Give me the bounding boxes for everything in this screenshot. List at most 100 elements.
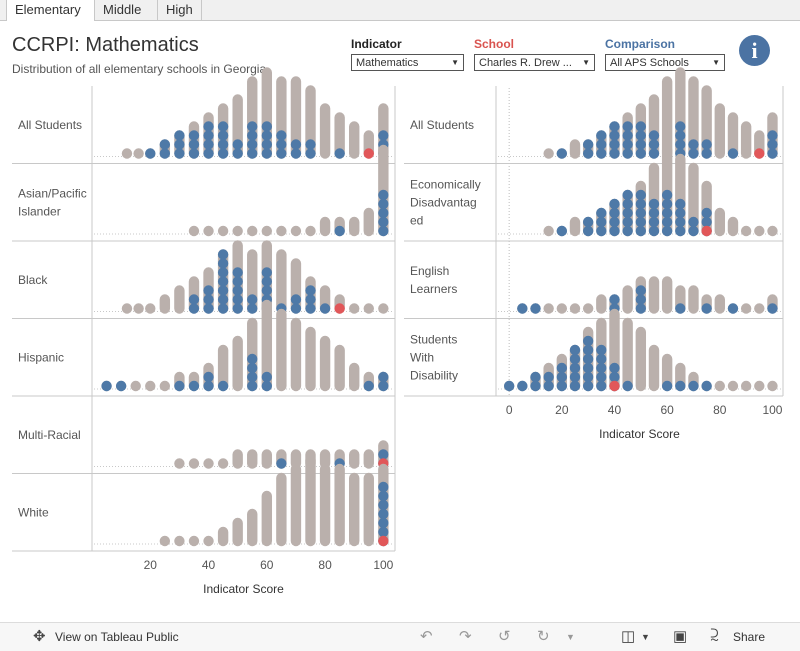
gray-school-stack (290, 449, 302, 469)
gray-school-stack (754, 303, 765, 314)
comparison-school-dot (635, 148, 647, 159)
redo-icon[interactable]: ↷ (459, 628, 472, 645)
comparison-school-dot (247, 139, 258, 150)
gray-school-stack (290, 463, 302, 547)
gray-school-stack (133, 148, 144, 159)
comparison-school-dot (727, 303, 739, 314)
comparison-school-dot (701, 216, 712, 228)
gray-school-stack (319, 449, 331, 469)
gray-school-stack (688, 76, 699, 159)
row-label: With (410, 350, 434, 364)
gray-school-stack (188, 458, 200, 469)
comparison-school-dot (378, 189, 389, 201)
comparison-dropdown[interactable]: All APS Schools ▼ (605, 54, 725, 71)
comparison-school-dot (232, 267, 243, 278)
gray-school-stack (261, 449, 273, 469)
gray-school-stack (247, 449, 258, 469)
comparison-school-dot (203, 294, 214, 305)
comparison-school-dot (247, 353, 258, 365)
page-subtitle: Distribution of all elementary schools i… (12, 62, 267, 76)
x-tick-label: 40 (202, 558, 216, 572)
selected-school-dot (378, 535, 389, 547)
share-icon[interactable]: ⫈ (710, 627, 719, 644)
comparison-school-dot (247, 362, 258, 374)
info-icon[interactable]: i (739, 35, 770, 66)
comparison-school-dot (596, 130, 607, 141)
comparison-school-dot (596, 207, 607, 219)
gray-school-stack (754, 225, 765, 237)
comparison-school-dot (276, 148, 287, 159)
comparison-school-dot (596, 362, 607, 374)
comparison-school-dot (261, 121, 273, 132)
comparison-school-dot (378, 449, 389, 460)
gray-school-stack (596, 294, 607, 314)
gray-school-stack (714, 103, 726, 159)
view-on-tableau-link[interactable]: View on Tableau Public (55, 630, 179, 644)
comparison-school-dot (609, 294, 620, 305)
comparison-school-dot (609, 148, 620, 159)
revert-icon[interactable]: ↺ (498, 628, 511, 645)
undo-icon[interactable]: ↶ (420, 628, 433, 645)
move-icon: ✥ (33, 628, 46, 645)
chevron-down-icon[interactable]: ▼ (566, 632, 575, 642)
comparison-school-dot (530, 380, 541, 392)
fullscreen-icon[interactable]: ▣ (673, 628, 688, 645)
gray-school-stack (261, 299, 273, 392)
gray-school-stack (276, 249, 287, 314)
comparison-school-dot (582, 371, 594, 383)
gray-school-stack (276, 308, 287, 392)
comparison-school-dot (290, 303, 302, 314)
comparison-school-dot (609, 121, 620, 132)
tab-high[interactable]: High (158, 0, 202, 20)
comparison-school-dot (688, 139, 699, 150)
row-label: Economically (410, 177, 481, 191)
comparison-school-dot (767, 130, 778, 141)
comparison-school-dot (609, 216, 620, 228)
gray-school-stack (767, 225, 778, 237)
tab-middle[interactable]: Middle (95, 0, 158, 20)
gray-school-stack (305, 454, 316, 547)
comparison-school-dot (203, 130, 214, 141)
gray-school-stack (217, 526, 229, 547)
comparison-school-dot (290, 294, 302, 305)
comparison-school-dot (688, 216, 699, 228)
comparison-school-dot (596, 148, 607, 159)
comparison-school-dot (378, 490, 389, 502)
comparison-school-dot (188, 294, 200, 305)
gray-school-stack (714, 380, 726, 392)
download-icon[interactable]: ◫ (621, 628, 636, 645)
comparison-school-dot (188, 303, 200, 314)
chevron-down-icon: ▼ (712, 58, 720, 67)
comparison-school-dot (530, 303, 541, 314)
comparison-school-dot (217, 285, 229, 296)
gray-school-stack (378, 303, 389, 314)
comparison-school-dot (217, 258, 229, 269)
comparison-school-dot (596, 380, 607, 392)
row-label: ed (410, 213, 423, 227)
row-label: Multi-Racial (18, 428, 81, 442)
gray-school-stack (290, 317, 302, 392)
indicator-dropdown[interactable]: Mathematics ▼ (351, 54, 464, 71)
tab-elementary[interactable]: Elementary (6, 0, 95, 21)
comparison-school-dot (276, 130, 287, 141)
comparison-school-dot (635, 294, 647, 305)
gray-school-stack (334, 463, 345, 547)
chevron-down-icon[interactable]: ▼ (641, 632, 650, 642)
school-dropdown[interactable]: Charles R. Drew ... ▼ (474, 54, 595, 71)
page-title: CCRPI: Mathematics (12, 34, 199, 56)
comparison-school-dot (688, 380, 699, 392)
comparison-school-dot (675, 380, 686, 392)
row-label: White (18, 505, 49, 519)
share-button[interactable]: Share (733, 630, 766, 644)
refresh-icon[interactable]: ↻ (537, 628, 550, 645)
comparison-school-dot (188, 380, 200, 392)
comparison-school-dot (648, 225, 660, 237)
comparison-school-dot (596, 225, 607, 237)
comparison-school-dot (609, 139, 620, 150)
comparison-school-dot (582, 139, 594, 150)
comparison-school-dot (622, 207, 633, 219)
comparison-school-dot (582, 344, 594, 356)
gray-school-stack (290, 225, 302, 237)
comparison-school-dot (261, 371, 273, 383)
gray-school-stack (648, 344, 660, 392)
